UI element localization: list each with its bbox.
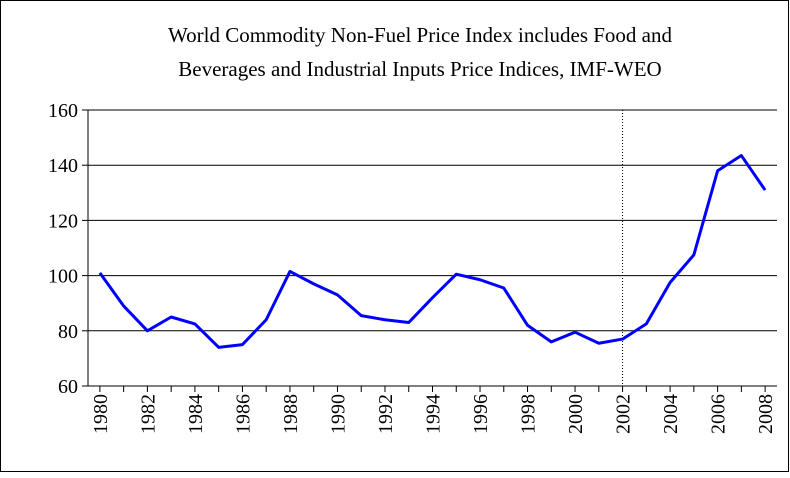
x-tick-label: 1994 [423, 394, 445, 434]
x-tick-label: 1980 [90, 394, 112, 434]
x-tick-label: 1998 [518, 394, 540, 434]
x-tick-label: 1988 [280, 394, 302, 434]
x-tick-label: 2002 [613, 394, 635, 434]
y-tick-label: 140 [48, 155, 78, 177]
y-tick-label: 120 [48, 210, 78, 232]
x-tick-label: 2006 [708, 394, 730, 434]
x-tick-label: 1990 [327, 394, 349, 434]
data-line [98, 154, 767, 349]
x-tick-label: 1984 [185, 394, 207, 434]
x-tick-label: 1992 [375, 394, 397, 434]
y-tick-label: 160 [48, 100, 78, 122]
y-tick-label: 80 [58, 321, 78, 343]
x-tick-label: 1982 [137, 394, 159, 434]
y-tick-label: 100 [48, 266, 78, 288]
chart-title: Beverages and Industrial Inputs Price In… [178, 57, 661, 81]
x-tick-label: 1996 [470, 394, 492, 434]
x-tick-label: 2004 [660, 394, 682, 434]
y-tick-label: 60 [58, 376, 78, 398]
chart-title: World Commodity Non-Fuel Price Index inc… [168, 23, 673, 47]
x-tick-label: 2008 [755, 394, 777, 434]
x-tick-label: 2000 [565, 394, 587, 434]
x-tick-label: 1986 [232, 394, 254, 434]
